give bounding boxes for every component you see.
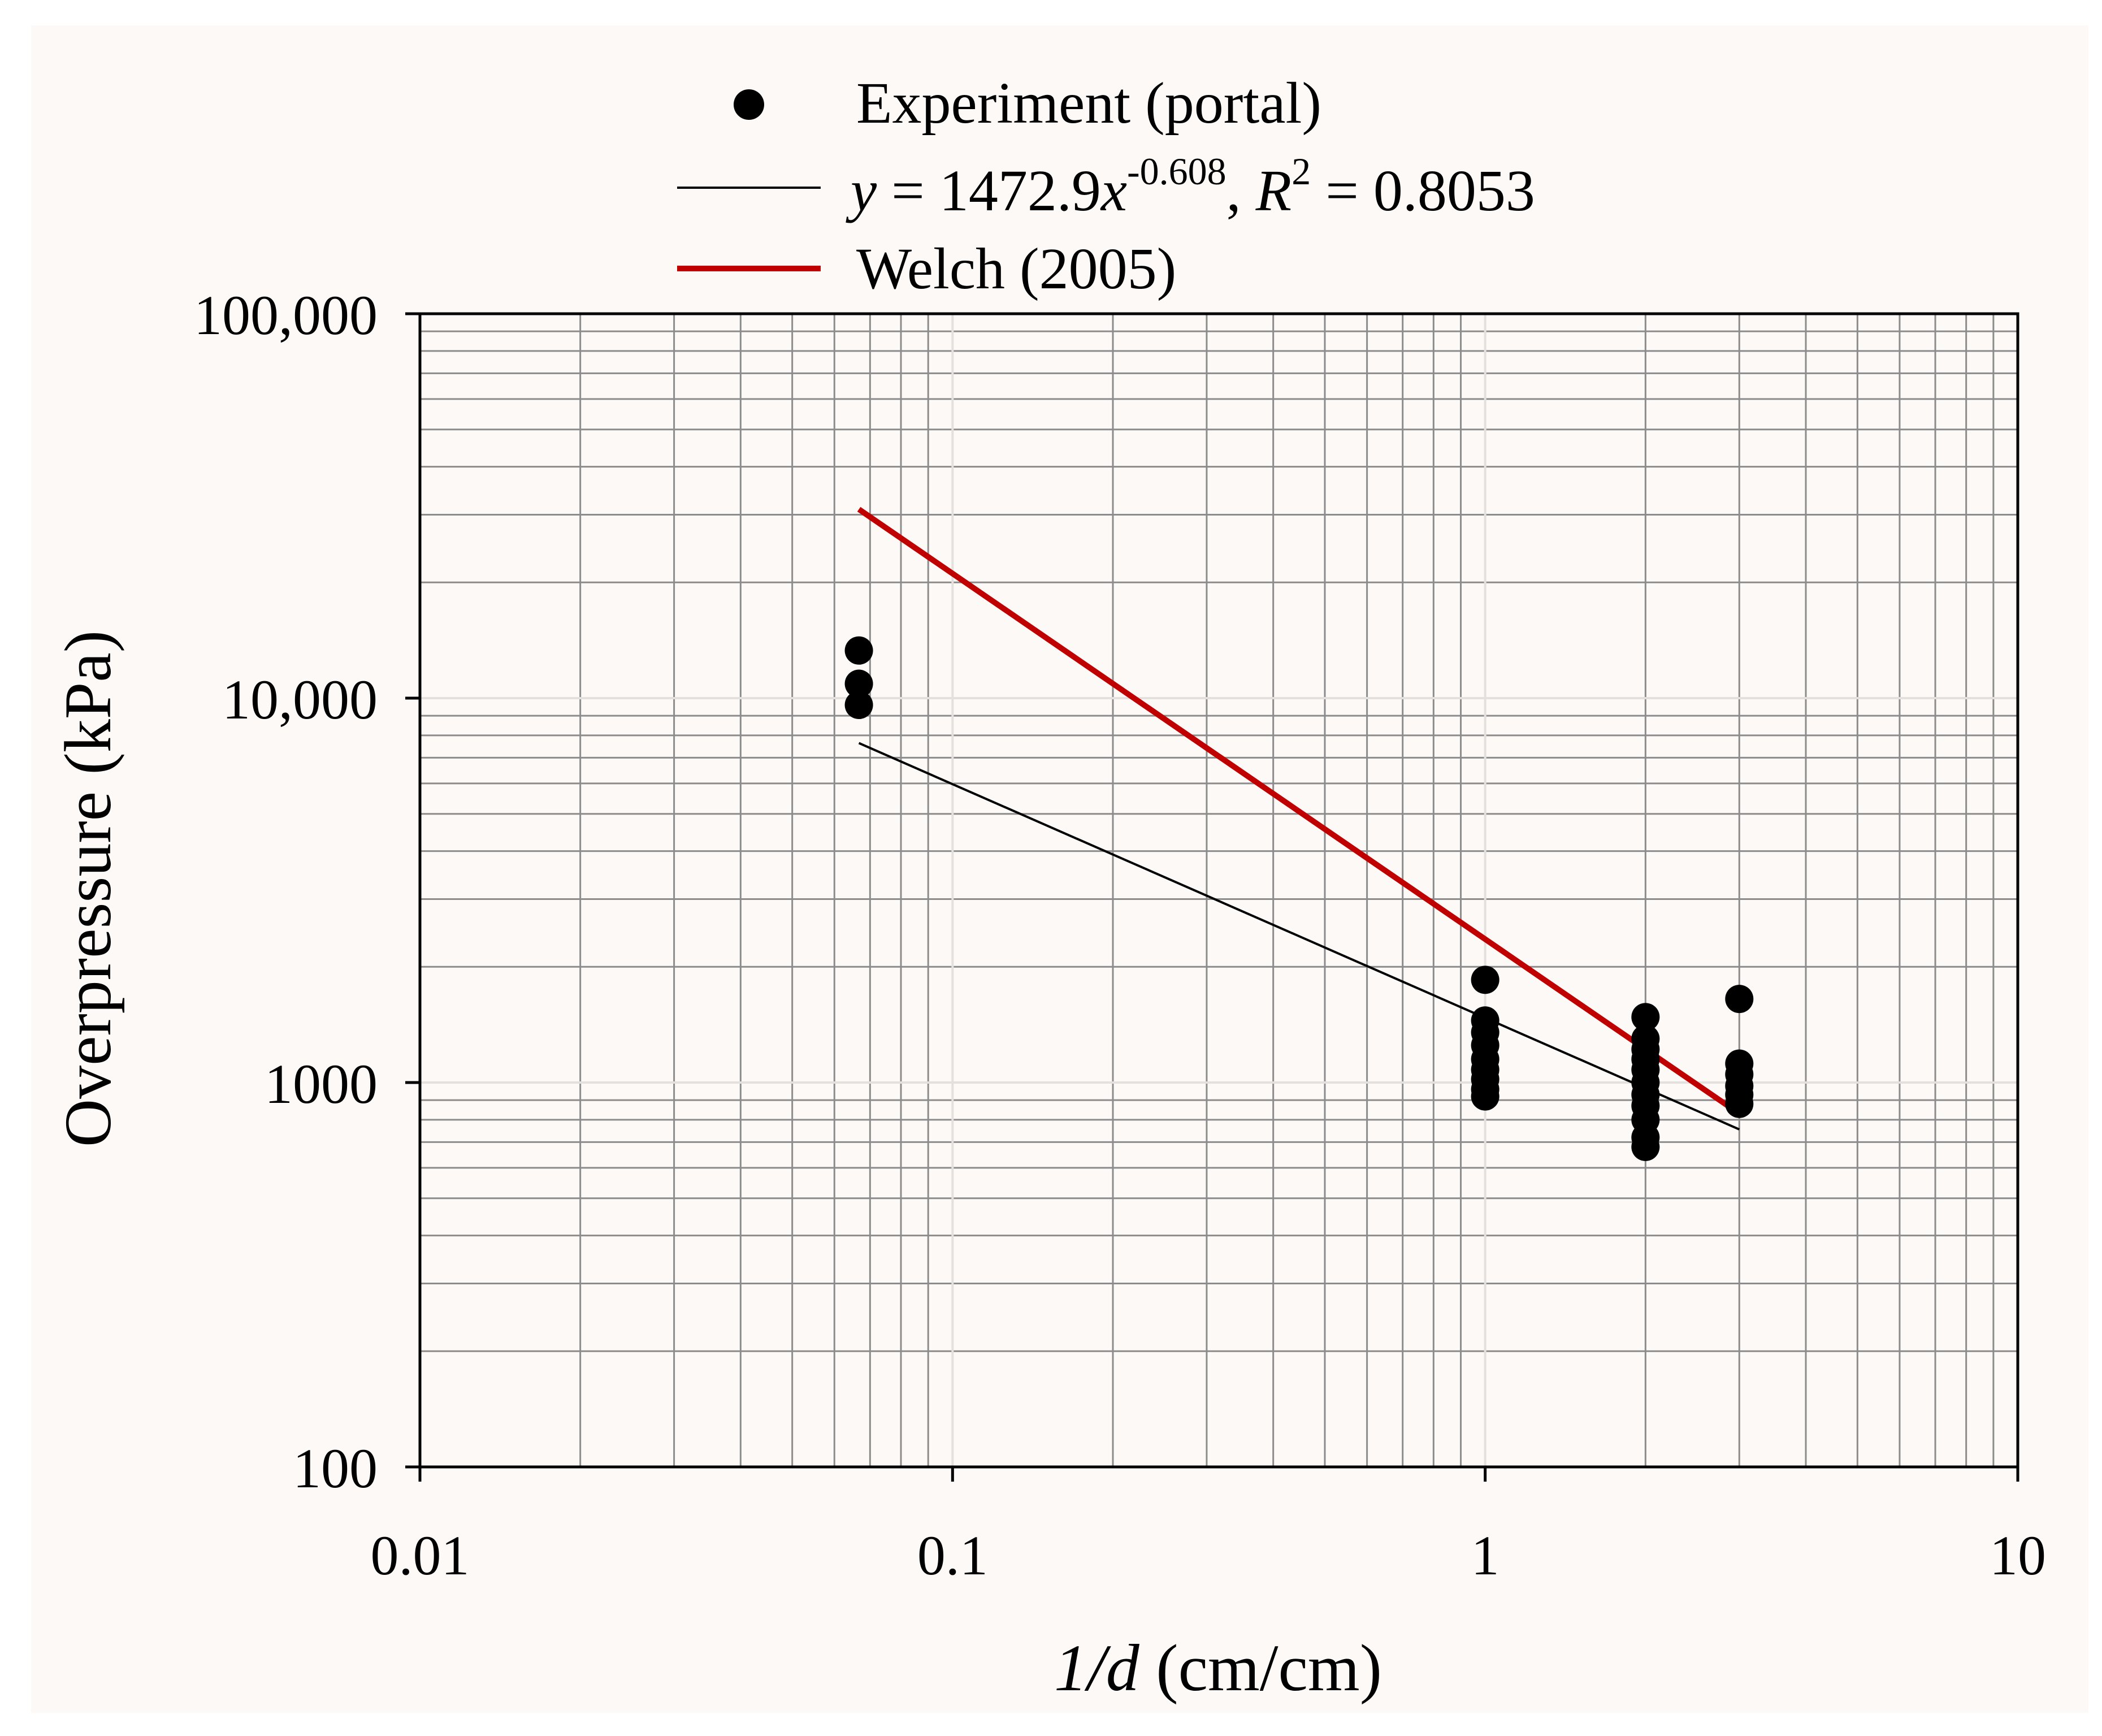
legend-experiment-marker [734, 89, 764, 120]
experiment-point [1471, 1082, 1499, 1111]
x-tick-label: 0.1 [917, 1524, 988, 1587]
y-tick-label: 100,000 [194, 284, 378, 347]
chart-panel [31, 25, 2088, 1713]
y-tick-label: 1000 [265, 1053, 378, 1115]
minor-gridlines [420, 314, 2018, 1467]
major-gridlines [419, 313, 2019, 1468]
x-axis-label: 1/d (cm/cm) [1054, 1631, 1382, 1705]
experiment-point [844, 691, 873, 720]
axis-ticks [405, 312, 2019, 1482]
y-tick-label: 100 [293, 1437, 378, 1500]
legend-fit-label: y = 1472.9x-0.608, R2 = 0.8053 [846, 150, 1535, 223]
legend-welch-label: Welch (2005) [856, 236, 1176, 301]
plot-frame [418, 312, 2019, 1469]
x-tick-label: 1 [1471, 1524, 1499, 1587]
experiment-point [1631, 1003, 1660, 1032]
legend: Experiment (portal) y = 1472.9x-0.608, R… [677, 71, 1535, 301]
experiment-point [844, 669, 873, 698]
experiment-point [1631, 1132, 1660, 1161]
y-tick-labels: 100 1000 10,000 100,000 [194, 284, 378, 1500]
x-tick-label: 0.01 [371, 1524, 470, 1587]
series-layer [844, 506, 1754, 1161]
x-tick-labels: 0.01 0.1 1 10 [371, 1524, 2047, 1587]
y-axis-label: Overpressure (kPa) [51, 630, 125, 1147]
power-fit-line [858, 742, 1740, 1131]
experiment-point [1725, 985, 1754, 1014]
experiment-point [1725, 1089, 1754, 1118]
y-tick-label: 10,000 [222, 668, 378, 731]
welch-line [857, 506, 1741, 1116]
experiment-point [844, 636, 873, 665]
x-tick-label: 10 [1990, 1524, 2046, 1587]
experiment-point [1471, 966, 1499, 994]
legend-experiment-label: Experiment (portal) [856, 71, 1321, 136]
